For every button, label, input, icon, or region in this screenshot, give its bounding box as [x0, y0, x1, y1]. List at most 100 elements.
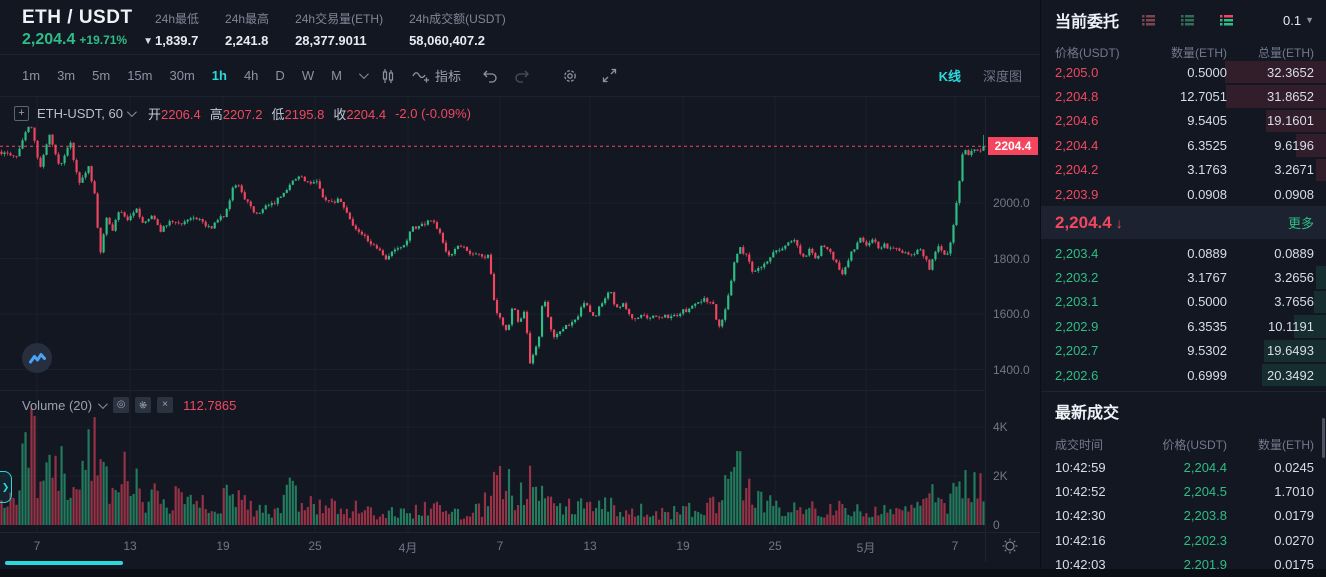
trades-column-header: 数量(ETH) [1258, 438, 1314, 452]
asks-bids-mode-icon[interactable] [1219, 13, 1234, 28]
interval-button-4h[interactable]: 4h [243, 68, 259, 83]
more-intervals-chevron-icon[interactable] [358, 69, 369, 80]
trade-row[interactable]: 10:42:16 2,202.3 0.0270 [1041, 528, 1326, 552]
order-total: 3.2671 [1274, 162, 1314, 178]
trade-time: 10:42:59 [1055, 459, 1106, 475]
price-tick-label: 1600.0 [993, 307, 1030, 321]
orderbook-header: 当前委托 0.1 ▼ [1055, 8, 1314, 32]
bid-row[interactable]: 2,203.1 0.5000 3.7656 [1041, 290, 1326, 314]
more-link[interactable]: 更多 [1287, 216, 1314, 231]
depth-bar [1224, 61, 1326, 84]
stat-label: 24h交易量(ETH) [295, 12, 384, 26]
candlestick-chart[interactable] [0, 97, 1040, 569]
orderbook-mode-switcher [1141, 13, 1234, 28]
volume-indicator-label[interactable]: Volume (20) [22, 397, 93, 413]
stat-24h: 24h最低 1,839.7 [155, 10, 199, 48]
interval-button-5m[interactable]: 5m [92, 68, 111, 83]
depth-bar [1315, 158, 1326, 181]
undo-icon[interactable] [481, 69, 498, 83]
trade-row[interactable]: 10:42:59 2,204.4 0.0245 [1041, 455, 1326, 479]
interval-button-W[interactable]: W [301, 68, 315, 83]
order-total: 10.1191 [1267, 318, 1314, 334]
asks-only-mode-icon[interactable] [1141, 13, 1156, 28]
bid-row[interactable]: 2,203.4 0.0889 0.0889 [1041, 241, 1326, 265]
trades-scrollbar[interactable] [1322, 418, 1325, 458]
time-tick-label: 7 [951, 539, 959, 553]
trade-row[interactable]: 10:42:03 2,201.9 0.0175 [1041, 553, 1326, 569]
trade-row[interactable]: 10:42:52 2,204.5 1.7010 [1041, 479, 1326, 503]
chart-toolbar: 1m 3m 5m 15m 30m 1h 4h D W M 指标 [0, 54, 1040, 97]
gear-icon[interactable] [135, 397, 152, 413]
trade-time: 10:42:52 [1055, 484, 1106, 500]
chart-area: + ETH-USDT, 60 开2206.4 高2207.2 低2195.8 收220… [0, 97, 1040, 569]
current-price-badge: 2204.4 [988, 137, 1038, 155]
order-price: 2,205.0 [1055, 64, 1099, 80]
interval-button-15m[interactable]: 15m [127, 68, 153, 83]
interval-button-3m[interactable]: 3m [57, 68, 76, 83]
orderbook-panel: 当前委托 0.1 ▼ 价格(USDT) 数量(ETH) 总量(ETH) 2,205.… [1041, 0, 1326, 569]
symbol-interval-label[interactable]: ETH-USDT, 60 [37, 106, 123, 121]
interval-button-1h[interactable]: 1h [211, 68, 227, 83]
ask-row[interactable]: 2,204.8 12.7051 31.8652 [1041, 84, 1326, 108]
order-qty: 0.5000 [1187, 294, 1227, 310]
tab-kline[interactable]: K线 [938, 69, 961, 84]
bid-row[interactable]: 2,202.7 9.5302 19.6493 [1041, 339, 1326, 363]
chart-settings-gear-icon[interactable] [561, 67, 579, 85]
interval-button-M[interactable]: M [331, 68, 342, 83]
order-qty: 9.5405 [1187, 113, 1227, 129]
time-tick-label: 25 [768, 539, 782, 553]
trades-column-header: 成交时间 [1055, 438, 1104, 452]
bid-row[interactable]: 2,202.6 0.6999 20.3492 [1041, 363, 1326, 387]
stat-label: 24h最低 [155, 12, 200, 26]
symbol-dropdown-chevron-icon[interactable] [126, 107, 137, 118]
asks-list: 2,205.0 0.5000 32.3652 2,204.8 12.7051 31.865… [1041, 60, 1326, 206]
panel-expand-tab[interactable]: ❯ [0, 471, 12, 503]
eye-icon[interactable]: ◎ [113, 397, 130, 413]
ask-row[interactable]: 2,204.4 6.3525 9.6196 [1041, 133, 1326, 157]
ask-row[interactable]: 2,203.9 0.0908 0.0908 [1041, 182, 1326, 206]
trade-qty: 0.0245 [1274, 459, 1314, 475]
bids-list: 2,203.4 0.0889 0.0889 2,203.2 3.1767 3.2656 2,… [1041, 241, 1326, 387]
ask-row[interactable]: 2,204.6 9.5405 19.1601 [1041, 109, 1326, 133]
order-price: 2,202.6 [1055, 367, 1099, 383]
compare-add-icon[interactable]: + [14, 106, 29, 121]
horizontal-scrollbar[interactable] [5, 561, 123, 565]
interval-button-30m[interactable]: 30m [169, 68, 195, 83]
fullscreen-icon[interactable] [601, 67, 618, 84]
volume-pane-header: Volume (20) ◎ × 112.7865 [22, 397, 236, 413]
interval-button-1m[interactable]: 1m [22, 68, 41, 83]
bid-row[interactable]: 2,203.2 3.1767 3.2656 [1041, 265, 1326, 289]
volume-dropdown-chevron-icon[interactable] [98, 398, 108, 409]
pair-dropdown-caret[interactable]: ▼ [143, 36, 154, 47]
timezone-clock-icon[interactable] [1002, 538, 1018, 559]
trade-price: 2,203.8 [1183, 508, 1227, 524]
redo-icon[interactable] [514, 69, 531, 83]
candlestick-style-icon[interactable] [380, 68, 396, 84]
volume-tick-label: 2K [993, 469, 1008, 483]
stats-24h: 24h最低 1,839.7 24h最高 2,241.8 24h交易量(ETH) 28,37… [155, 10, 532, 48]
time-tick-label: 13 [583, 539, 597, 553]
close-icon[interactable]: × [157, 397, 174, 413]
order-total: 0.0889 [1274, 245, 1314, 261]
pair-header: ETH / USDT 2,204.4 +19.71% ▼ 24h最低 1,839.… [0, 0, 1040, 54]
precision-caret-icon: ▼ [1305, 15, 1314, 25]
volume-tick-label: 0 [993, 518, 1000, 532]
ask-row[interactable]: 2,205.0 0.5000 32.3652 [1041, 60, 1326, 84]
ask-row[interactable]: 2,204.2 3.1763 3.2671 [1041, 158, 1326, 182]
pair-block[interactable]: ETH / USDT 2,204.4 +19.71% ▼ [22, 7, 153, 49]
time-tick-label: 19 [216, 539, 230, 553]
stat-24h: 24h成交额(USDT) 58,060,407.2 [409, 10, 506, 48]
bids-only-mode-icon[interactable] [1180, 13, 1195, 28]
depth-bar [1265, 109, 1326, 133]
bid-row[interactable]: 2,202.9 6.3535 10.1191 [1041, 314, 1326, 338]
order-price: 2,204.2 [1055, 162, 1099, 178]
trade-row[interactable]: 10:42:30 2,203.8 0.0179 [1041, 504, 1326, 528]
precision-dropdown[interactable]: 0.1 ▼ [1283, 13, 1314, 28]
tab-depth-chart[interactable]: 深度图 [982, 69, 1022, 84]
indicators-button[interactable]: 指标 [412, 66, 461, 85]
order-price: 2,202.9 [1055, 318, 1099, 334]
trade-qty: 0.0179 [1274, 508, 1314, 524]
orderbook-column-header: 数量(ETH) [1171, 46, 1227, 60]
interval-button-D[interactable]: D [275, 68, 285, 83]
